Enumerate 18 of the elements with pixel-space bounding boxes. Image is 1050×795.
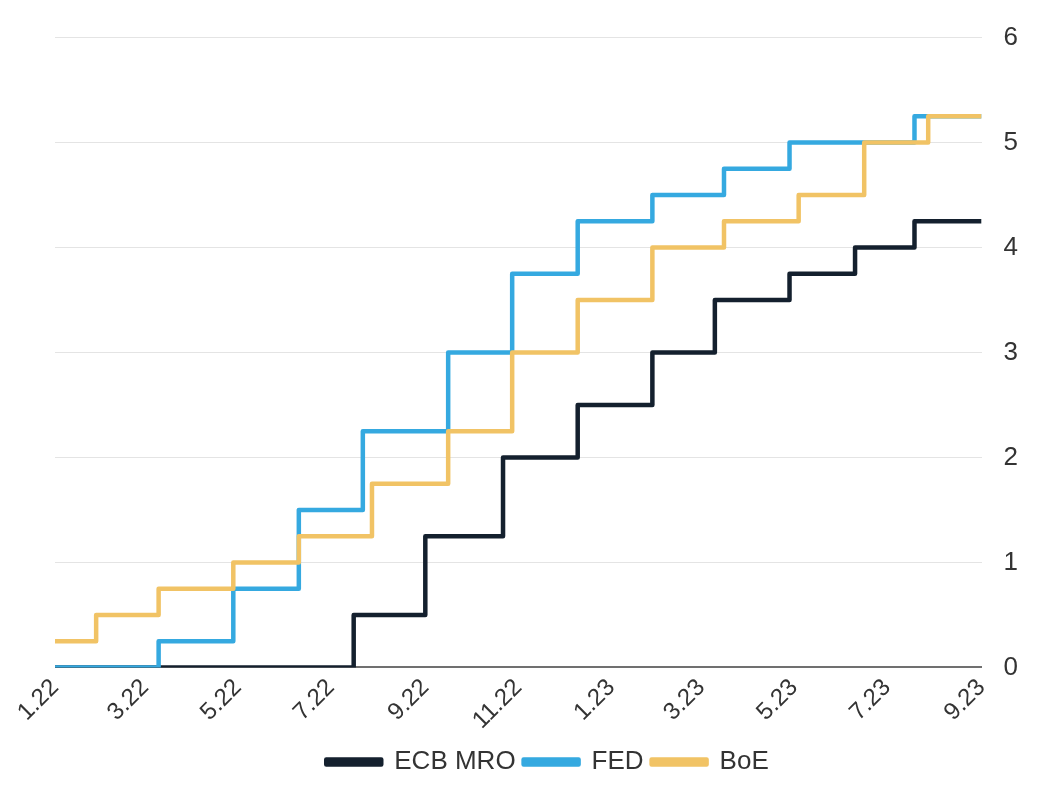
- x-tick-label: 7.23: [843, 672, 896, 725]
- legend-label: ECB MRO: [394, 745, 516, 776]
- y-tick-label: 3: [1003, 335, 1019, 366]
- y-tick-label: 5: [1003, 125, 1019, 156]
- y-tick-label: 0: [1003, 650, 1019, 681]
- y-tick-label: 6: [1003, 20, 1019, 51]
- x-tick-label: 7.22: [286, 672, 340, 725]
- y-tick-label: 4: [1003, 230, 1019, 261]
- x-tick-label: 5.23: [750, 672, 803, 725]
- legend-label: BoE: [719, 745, 769, 776]
- legend-label: FED: [591, 745, 644, 776]
- x-tick-label: 3.23: [657, 672, 710, 725]
- y-tick-label: 1: [1003, 545, 1019, 576]
- x-tick-label: 9.23: [937, 672, 990, 725]
- x-tick-label: 9.22: [381, 672, 434, 725]
- x-tick-label: 3.22: [101, 672, 154, 725]
- x-tick-label: 5.22: [193, 672, 247, 725]
- y-tick-label: 2: [1003, 440, 1019, 471]
